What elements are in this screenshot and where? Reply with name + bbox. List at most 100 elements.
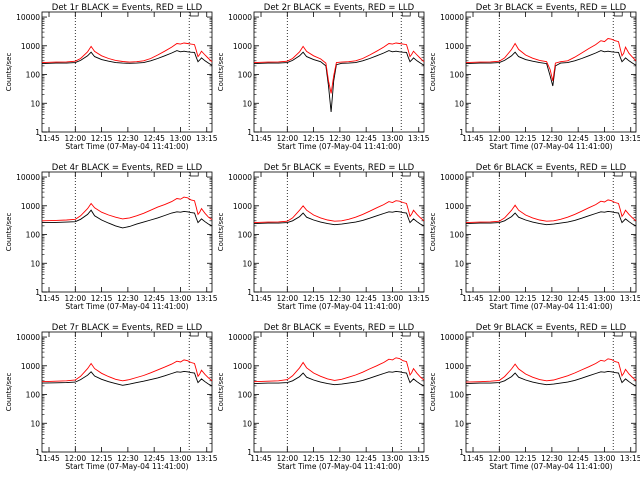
x-tick-label: 12:45 [143,134,165,143]
y-tick-label: 1000 [445,202,464,211]
y-tick-label: 10 [454,99,464,108]
top-bracket [401,332,411,337]
y-tick-label: 10000 [16,13,40,22]
x-tick-label: 12:30 [329,454,351,463]
plot-frame [41,171,213,293]
chart-panel: Det 7r BLACK = Events, RED = LLD 1 10 100 10… [5,323,218,471]
lld-series-line [465,199,637,224]
y-tick-label: 10000 [228,333,252,342]
y-axis-label: Counts/sec [217,53,225,92]
chart-panel: Det 4r BLACK = Events, RED = LLD 1 10 100 10… [5,163,218,311]
top-bracket [189,12,199,17]
x-tick-label: 12:00 [488,294,510,303]
x-tick-label: 11:45 [250,294,272,303]
x-tick-label: 12:00 [276,294,298,303]
x-axis-label: Start Time (07-May-04 11:41:00) [65,302,188,311]
plot-frame [41,11,213,133]
y-tick-label: 1 [459,288,464,297]
y-tick-label: 1000 [21,42,40,51]
x-tick-label: 12:30 [117,294,139,303]
x-axis-label: Start Time (07-May-04 11:41:00) [65,142,188,151]
top-bracket [613,332,623,337]
x-tick-label: 12:15 [515,134,537,143]
events-series-line [465,370,637,387]
x-tick-label: 12:15 [515,454,537,463]
x-tick-label: 12:15 [515,294,537,303]
x-tick-label: 13:00 [382,294,404,303]
x-tick-label: 12:45 [567,294,589,303]
x-tick-label: 12:45 [567,454,589,463]
chart-title: Det 6r BLACK = Events, RED = LLD [476,163,627,173]
x-tick-label: 12:30 [117,134,139,143]
y-tick-label: 10000 [16,173,40,182]
x-tick-label: 12:15 [303,294,325,303]
x-tick-label: 12:00 [64,454,86,463]
y-tick-label: 1000 [21,362,40,371]
y-tick-label: 1000 [21,202,40,211]
top-bracket [189,172,199,177]
chart-title: Det 1r BLACK = Events, RED = LLD [52,3,203,13]
x-tick-label: 12:15 [91,294,113,303]
y-tick-label: 10 [30,419,40,428]
x-tick-label: 11:45 [38,454,60,463]
lld-series-line [465,38,637,82]
x-tick-label: 13:00 [170,294,192,303]
events-series-line [41,370,213,387]
x-tick-label: 13:15 [408,294,430,303]
x-tick-label: 12:30 [541,294,563,303]
lld-series-line [41,42,213,64]
chart-title: Det 5r BLACK = Events, RED = LLD [264,163,415,173]
x-tick-label: 12:45 [355,454,377,463]
y-tick-label: 100 [238,391,253,400]
lld-series-line [253,42,425,94]
x-tick-label: 13:00 [594,454,616,463]
x-tick-label: 12:15 [91,454,113,463]
chart-title: Det 4r BLACK = Events, RED = LLD [52,163,203,173]
y-tick-label: 10000 [440,173,464,182]
chart-panel: Det 8r BLACK = Events, RED = LLD 1 10 100 10… [217,323,430,471]
y-tick-label: 10 [454,259,464,268]
chart-panel: Det 6r BLACK = Events, RED = LLD 1 10 100 10… [429,163,640,311]
x-tick-label: 12:45 [143,454,165,463]
lld-series-line [465,358,637,383]
x-tick-label: 13:15 [408,454,430,463]
y-axis-label: Counts/sec [5,53,13,92]
plot-frame [253,331,425,453]
x-axis-label: Start Time (07-May-04 11:41:00) [489,142,612,151]
y-tick-label: 1 [247,448,252,457]
plot-frame [465,11,637,133]
y-tick-label: 10000 [228,13,252,22]
x-tick-label: 12:00 [64,294,86,303]
y-axis-label: Counts/sec [5,373,13,412]
y-tick-label: 100 [26,391,41,400]
events-series-line [41,50,213,66]
x-axis-label: Start Time (07-May-04 11:41:00) [489,302,612,311]
x-tick-label: 12:00 [488,454,510,463]
plot-frame [465,171,637,293]
y-tick-label: 1 [247,288,252,297]
y-tick-label: 100 [26,231,41,240]
x-tick-label: 12:15 [303,134,325,143]
x-tick-label: 13:00 [170,134,192,143]
plot-frame [253,11,425,133]
chart-panel: Det 2r BLACK = Events, RED = LLD 1 10 100 10… [217,3,430,151]
x-axis-label: Start Time (07-May-04 11:41:00) [277,142,400,151]
y-tick-label: 10 [454,419,464,428]
top-bracket [613,172,623,177]
y-tick-label: 1 [247,128,252,137]
chart-title: Det 3r BLACK = Events, RED = LLD [476,3,627,13]
lld-series-line [253,200,425,224]
y-axis-label: Counts/sec [217,213,225,252]
y-tick-label: 10 [242,419,252,428]
plot-frame [465,331,637,453]
chart-title: Det 9r BLACK = Events, RED = LLD [476,323,627,333]
lld-series-line [41,359,213,383]
x-tick-label: 11:45 [462,294,484,303]
events-series-line [253,50,425,112]
x-tick-label: 11:45 [462,134,484,143]
x-tick-label: 13:00 [382,454,404,463]
x-tick-label: 12:00 [488,134,510,143]
x-tick-label: 13:15 [620,294,640,303]
x-tick-label: 13:00 [382,134,404,143]
